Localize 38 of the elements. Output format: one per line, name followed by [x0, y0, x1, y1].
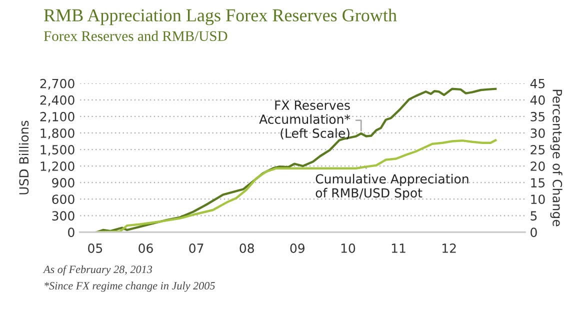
- x-tick-label: 09: [290, 244, 304, 253]
- y2-tick-label: 15: [531, 178, 545, 188]
- x-tick-label: 11: [392, 244, 406, 253]
- y-tick-label: 1,500: [40, 144, 74, 156]
- chart-subtitle: Forex Reserves and RMB/USD: [44, 30, 228, 42]
- y2-tick-label: 10: [531, 194, 545, 204]
- y-tick-label: 2,400: [40, 95, 74, 106]
- chart-title: RMB Appreciation Lags Forex Reserves Growth: [44, 8, 397, 26]
- text: As of February 28, 2013: [42, 265, 152, 276]
- y2-tick-label: 25: [530, 144, 545, 154]
- y-tick-label: 1,800: [40, 128, 74, 140]
- y-tick-label: 0: [68, 228, 74, 238]
- y-tick-label: 2,100: [40, 112, 74, 123]
- text: *Since FX regime change in July 2005: [44, 282, 215, 292]
- x-tick-label: 08: [240, 244, 254, 253]
- y2-tick-label: 40: [530, 95, 545, 105]
- y-tick-label: 2,700: [40, 78, 74, 90]
- y-axis-title: USD Billions: [18, 120, 29, 194]
- line-series: [96, 88, 497, 232]
- x-tick-label: 10: [341, 244, 356, 253]
- y2-axis-title: Percentage of Change: [550, 90, 562, 226]
- x-tick-label: 12: [442, 244, 456, 253]
- y-tick-label: 900: [52, 178, 74, 188]
- y2-tick-label: 30: [530, 128, 545, 138]
- y-tick-label: 600: [52, 194, 74, 204]
- series-label: FX Reserves Accumulation* (Left Scale): [259, 100, 350, 140]
- x-tick-label: 07: [189, 244, 204, 253]
- y2-tick-label: 35: [530, 112, 545, 122]
- y-tick-label: 1,200: [40, 162, 74, 172]
- line-series: [96, 139, 497, 232]
- y2-tick-label: 5: [530, 211, 537, 221]
- series-label: Cumulative Appreciation of RMB/USD Spot: [316, 174, 468, 200]
- x-tick-label: 06: [138, 244, 153, 253]
- y2-tick-label: 45: [530, 79, 545, 88]
- x-tick-label: 05: [88, 244, 102, 253]
- y2-tick-label: 20: [530, 162, 545, 171]
- y-tick-label: 300: [52, 211, 74, 221]
- y2-tick-label: 0: [530, 228, 537, 238]
